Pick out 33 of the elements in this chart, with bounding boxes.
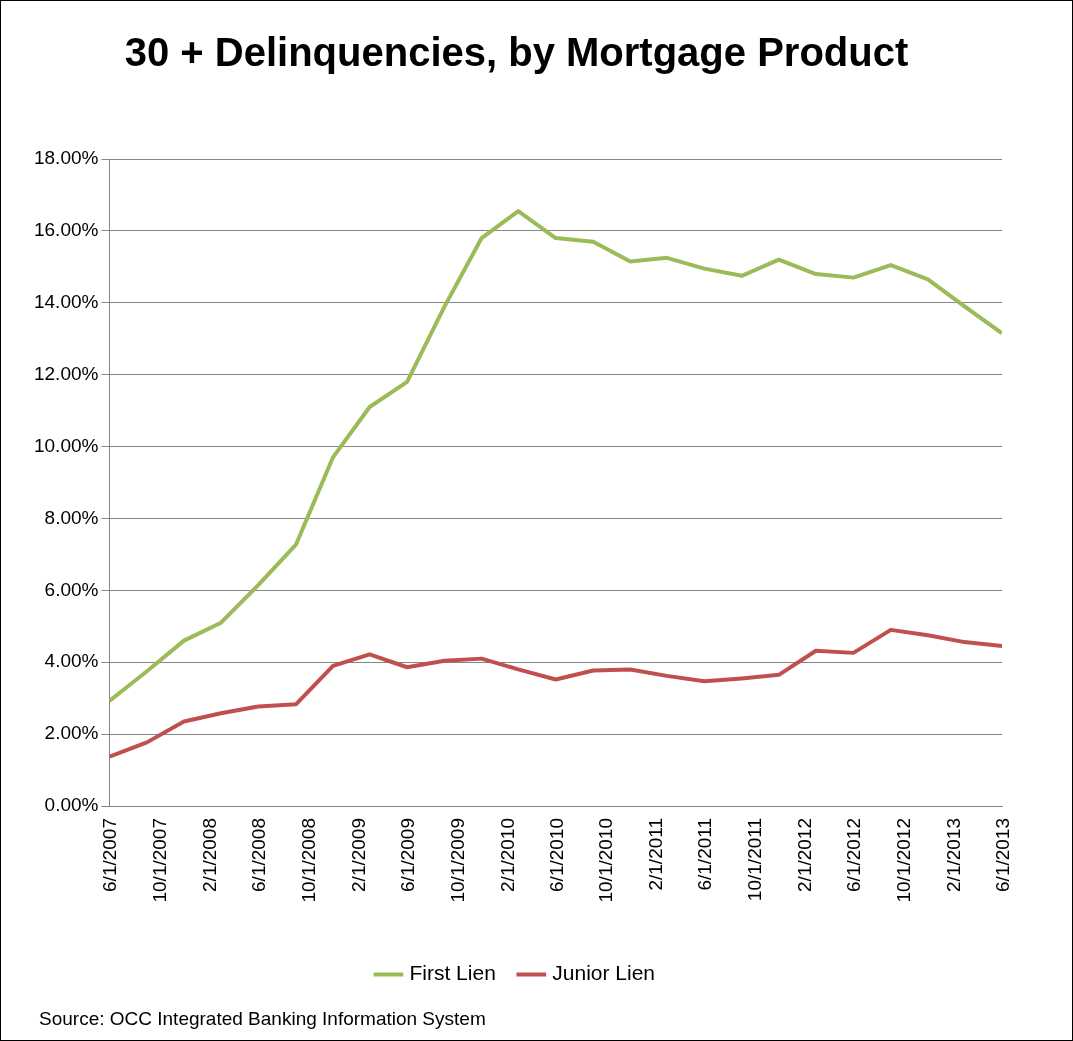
- y-tick-label: 8.00%: [44, 506, 99, 528]
- legend-label: First Lien: [409, 961, 496, 985]
- y-tick-label: 0.00%: [44, 794, 99, 816]
- x-tick-label: 2/1/2008: [199, 818, 221, 892]
- x-tick-label: 6/1/2010: [545, 818, 567, 892]
- x-tick-label: 10/1/2011: [744, 818, 766, 902]
- x-tick-label: 6/1/2008: [248, 818, 270, 892]
- legend-label: Junior Lien: [552, 961, 656, 985]
- chart-title: 30 + Delinquencies, by Mortgage Product: [124, 30, 909, 75]
- x-tick-label: 6/1/2007: [99, 818, 121, 892]
- x-tick-label: 10/1/2010: [595, 818, 617, 903]
- y-tick-label: 10.00%: [33, 434, 99, 456]
- x-tick-label: 2/1/2009: [348, 818, 370, 892]
- y-tick-label: 14.00%: [33, 291, 99, 313]
- x-tick-label: 10/1/2008: [298, 818, 320, 903]
- x-tick-label: 10/1/2012: [893, 818, 915, 903]
- y-tick-label: 4.00%: [44, 650, 99, 672]
- x-tick-label: 2/1/2011: [645, 818, 667, 891]
- x-tick-label: 6/1/2009: [397, 818, 419, 892]
- x-tick-label: 2/1/2010: [496, 818, 518, 892]
- x-tick-label: 6/1/2011: [694, 818, 716, 891]
- source-note: Source: OCC Integrated Banking Information System: [39, 1008, 486, 1029]
- x-tick-label: 10/1/2009: [446, 818, 468, 903]
- y-tick-label: 12.00%: [33, 362, 99, 384]
- x-tick-label: 10/1/2007: [149, 818, 171, 903]
- x-tick-label: 2/1/2012: [794, 818, 816, 892]
- y-tick-label: 2.00%: [44, 722, 99, 744]
- y-tick-label: 18.00%: [33, 147, 99, 169]
- x-tick-label: 6/1/2012: [843, 818, 865, 892]
- y-tick-label: 6.00%: [44, 578, 99, 600]
- x-tick-label: 6/1/2013: [992, 818, 1013, 892]
- y-tick-label: 16.00%: [33, 219, 99, 241]
- x-tick-label: 2/1/2013: [943, 818, 965, 892]
